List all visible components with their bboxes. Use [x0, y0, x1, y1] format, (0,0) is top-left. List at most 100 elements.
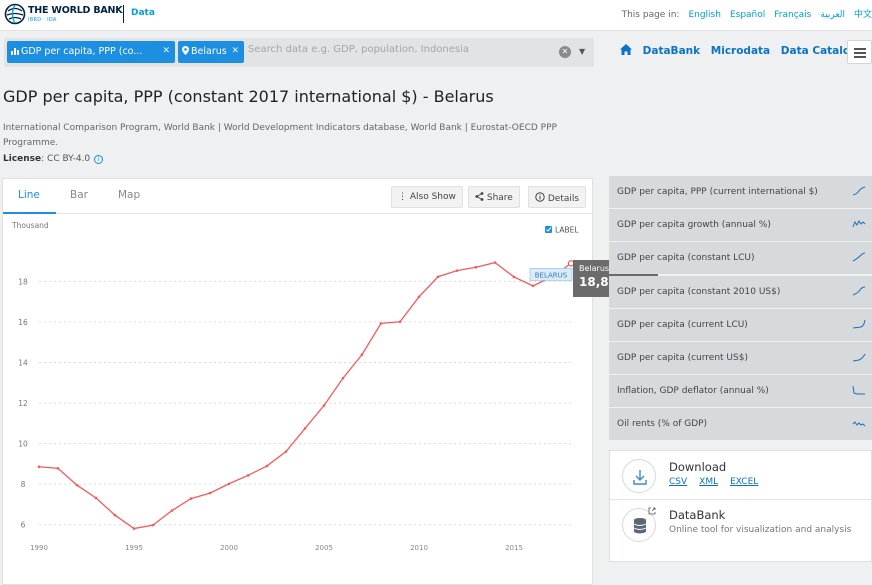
related-item[interactable]: GDP per capita, PPP (current internation… [609, 176, 872, 208]
series-line [38, 261, 572, 530]
logo-text[interactable]: THE WORLD BANK [28, 5, 123, 16]
indicator-chip[interactable]: GDP per capita, PPP (co... ✕ [7, 41, 175, 63]
lang-spanish-link[interactable]: Español [729, 10, 766, 20]
data-point [227, 482, 231, 486]
logo-divider [123, 5, 124, 23]
data-point [398, 320, 402, 324]
y-tick-label: 16 [18, 318, 28, 327]
lang-arabic-link[interactable]: العربية [820, 10, 845, 20]
y-unit-label: Thousand [11, 221, 49, 230]
data-point [56, 467, 60, 470]
label-toggle-text: LABEL [555, 226, 579, 235]
related-item[interactable]: Oil rents (% of GDP) [609, 408, 872, 441]
data-point [151, 523, 155, 527]
data-point [37, 465, 41, 469]
related-item[interactable]: GDP per capita (constant 2010 US$) [609, 275, 872, 308]
x-tick-label: 1990 [30, 544, 48, 552]
home-icon[interactable] [620, 44, 632, 58]
y-tick-label: 14 [18, 359, 28, 368]
related-item-label: GDP per capita (constant LCU) [617, 253, 755, 264]
related-item-label: Inflation, GDP deflator (annual %) [617, 386, 769, 397]
lang-chinese-link[interactable]: 中文 [853, 10, 872, 20]
x-tick-label: 2010 [410, 544, 428, 552]
sparkline-icon [852, 319, 866, 329]
download-formats: CSV XML EXCEL [669, 477, 770, 487]
lang-french-link[interactable]: Français [774, 10, 812, 20]
nav-microdata-link[interactable]: Microdata [710, 45, 771, 57]
also-show-button[interactable]: ⋮ Also Show [391, 186, 463, 208]
sparkline-icon [852, 353, 866, 362]
bar-chart-icon [11, 48, 19, 55]
data-point [113, 513, 117, 517]
database-icon[interactable] [622, 508, 656, 542]
details-label: Details [547, 194, 580, 204]
data-point [417, 295, 421, 299]
checkmark-icon [546, 227, 552, 232]
databank-title[interactable]: DataBank [669, 508, 726, 522]
page-title: GDP per capita, PPP (constant 2017 inter… [3, 87, 494, 106]
x-tick-label: 2015 [505, 544, 523, 552]
active-tab-indicator [3, 212, 56, 214]
data-point [322, 404, 326, 407]
hamburger-menu-button[interactable] [847, 40, 872, 64]
series-label-box [529, 267, 573, 281]
remove-indicator-icon[interactable]: ✕ [162, 46, 170, 56]
data-point [360, 353, 364, 356]
tab-bar[interactable]: Bar [70, 189, 88, 201]
data-point [284, 450, 288, 453]
nav-data-catalog-link[interactable]: Data Catalog [780, 45, 858, 57]
nav-databank-link[interactable]: DataBank [642, 45, 701, 57]
sparkline-icon [852, 386, 865, 395]
y-tick-label: 18 [18, 277, 28, 286]
related-item[interactable]: GDP per capita (current US$) [609, 341, 872, 374]
tooltip-label: Belarus (2018) [579, 264, 638, 273]
data-point [265, 464, 269, 468]
related-item[interactable]: Inflation, GDP deflator (annual %) [609, 375, 872, 408]
share-button[interactable]: Share [468, 186, 520, 208]
data-home-link[interactable]: Data [131, 8, 155, 18]
y-tick-label: 8 [21, 480, 26, 489]
data-point [436, 275, 440, 279]
tab-map[interactable]: Map [118, 189, 141, 201]
details-button[interactable]: Details [528, 186, 587, 208]
country-chip[interactable]: Belarus ✕ [178, 41, 244, 63]
data-point [531, 284, 535, 288]
clear-search-icon[interactable]: ✕ [559, 46, 571, 58]
license-label: License [3, 154, 42, 164]
page-in-label: This page in: [621, 10, 680, 20]
source-text: International Comparison Program, World … [3, 123, 557, 148]
remove-country-icon[interactable]: ✕ [231, 46, 239, 56]
tab-line[interactable]: Line [18, 189, 40, 201]
related-item[interactable]: GDP per capita (current LCU) [609, 308, 872, 341]
data-point [170, 509, 174, 512]
top-header: THE WORLD BANK IBRD · IDA Data This page… [0, 0, 872, 31]
data-point [341, 376, 345, 380]
world-bank-logo-icon[interactable] [4, 3, 26, 25]
related-indicators: GDP per capita, PPP (current internation… [609, 176, 872, 442]
lang-english-link[interactable]: English [688, 10, 721, 20]
info-icon[interactable]: i [94, 155, 104, 164]
download-excel-link[interactable]: EXCEL [730, 477, 759, 487]
data-point [246, 474, 250, 477]
download-csv-link[interactable]: CSV [669, 477, 688, 487]
related-item[interactable]: GDP per capita (constant LCU) [609, 242, 872, 275]
download-title: Download [669, 460, 727, 474]
chart-panel: Line Bar Map ⋮ Also Show Share Details T… [2, 178, 593, 585]
download-xml-link[interactable]: XML [699, 477, 719, 487]
label-checkbox [545, 226, 552, 233]
related-item[interactable]: GDP per capita growth (annual %) [609, 209, 872, 242]
data-point [512, 275, 516, 279]
sparkline-icon [852, 186, 866, 196]
chevron-down-icon[interactable]: ▼ [579, 47, 586, 56]
data-point [455, 269, 459, 272]
download-icon[interactable] [622, 459, 656, 493]
share-icon [475, 192, 484, 201]
kebab-icon: ⋮ [398, 192, 410, 202]
data-point [493, 261, 497, 264]
search-input[interactable] [248, 44, 548, 55]
line-chart[interactable]: Thousand 6 8 10 12 14 16 18 1990 1995 2000 2005 2010… [3, 215, 592, 585]
data-point [303, 427, 307, 430]
x-tick-label: 2000 [220, 544, 238, 552]
data-point [132, 527, 136, 530]
download-panel: Download CSV XML EXCEL DataBank Online too… [609, 450, 872, 562]
